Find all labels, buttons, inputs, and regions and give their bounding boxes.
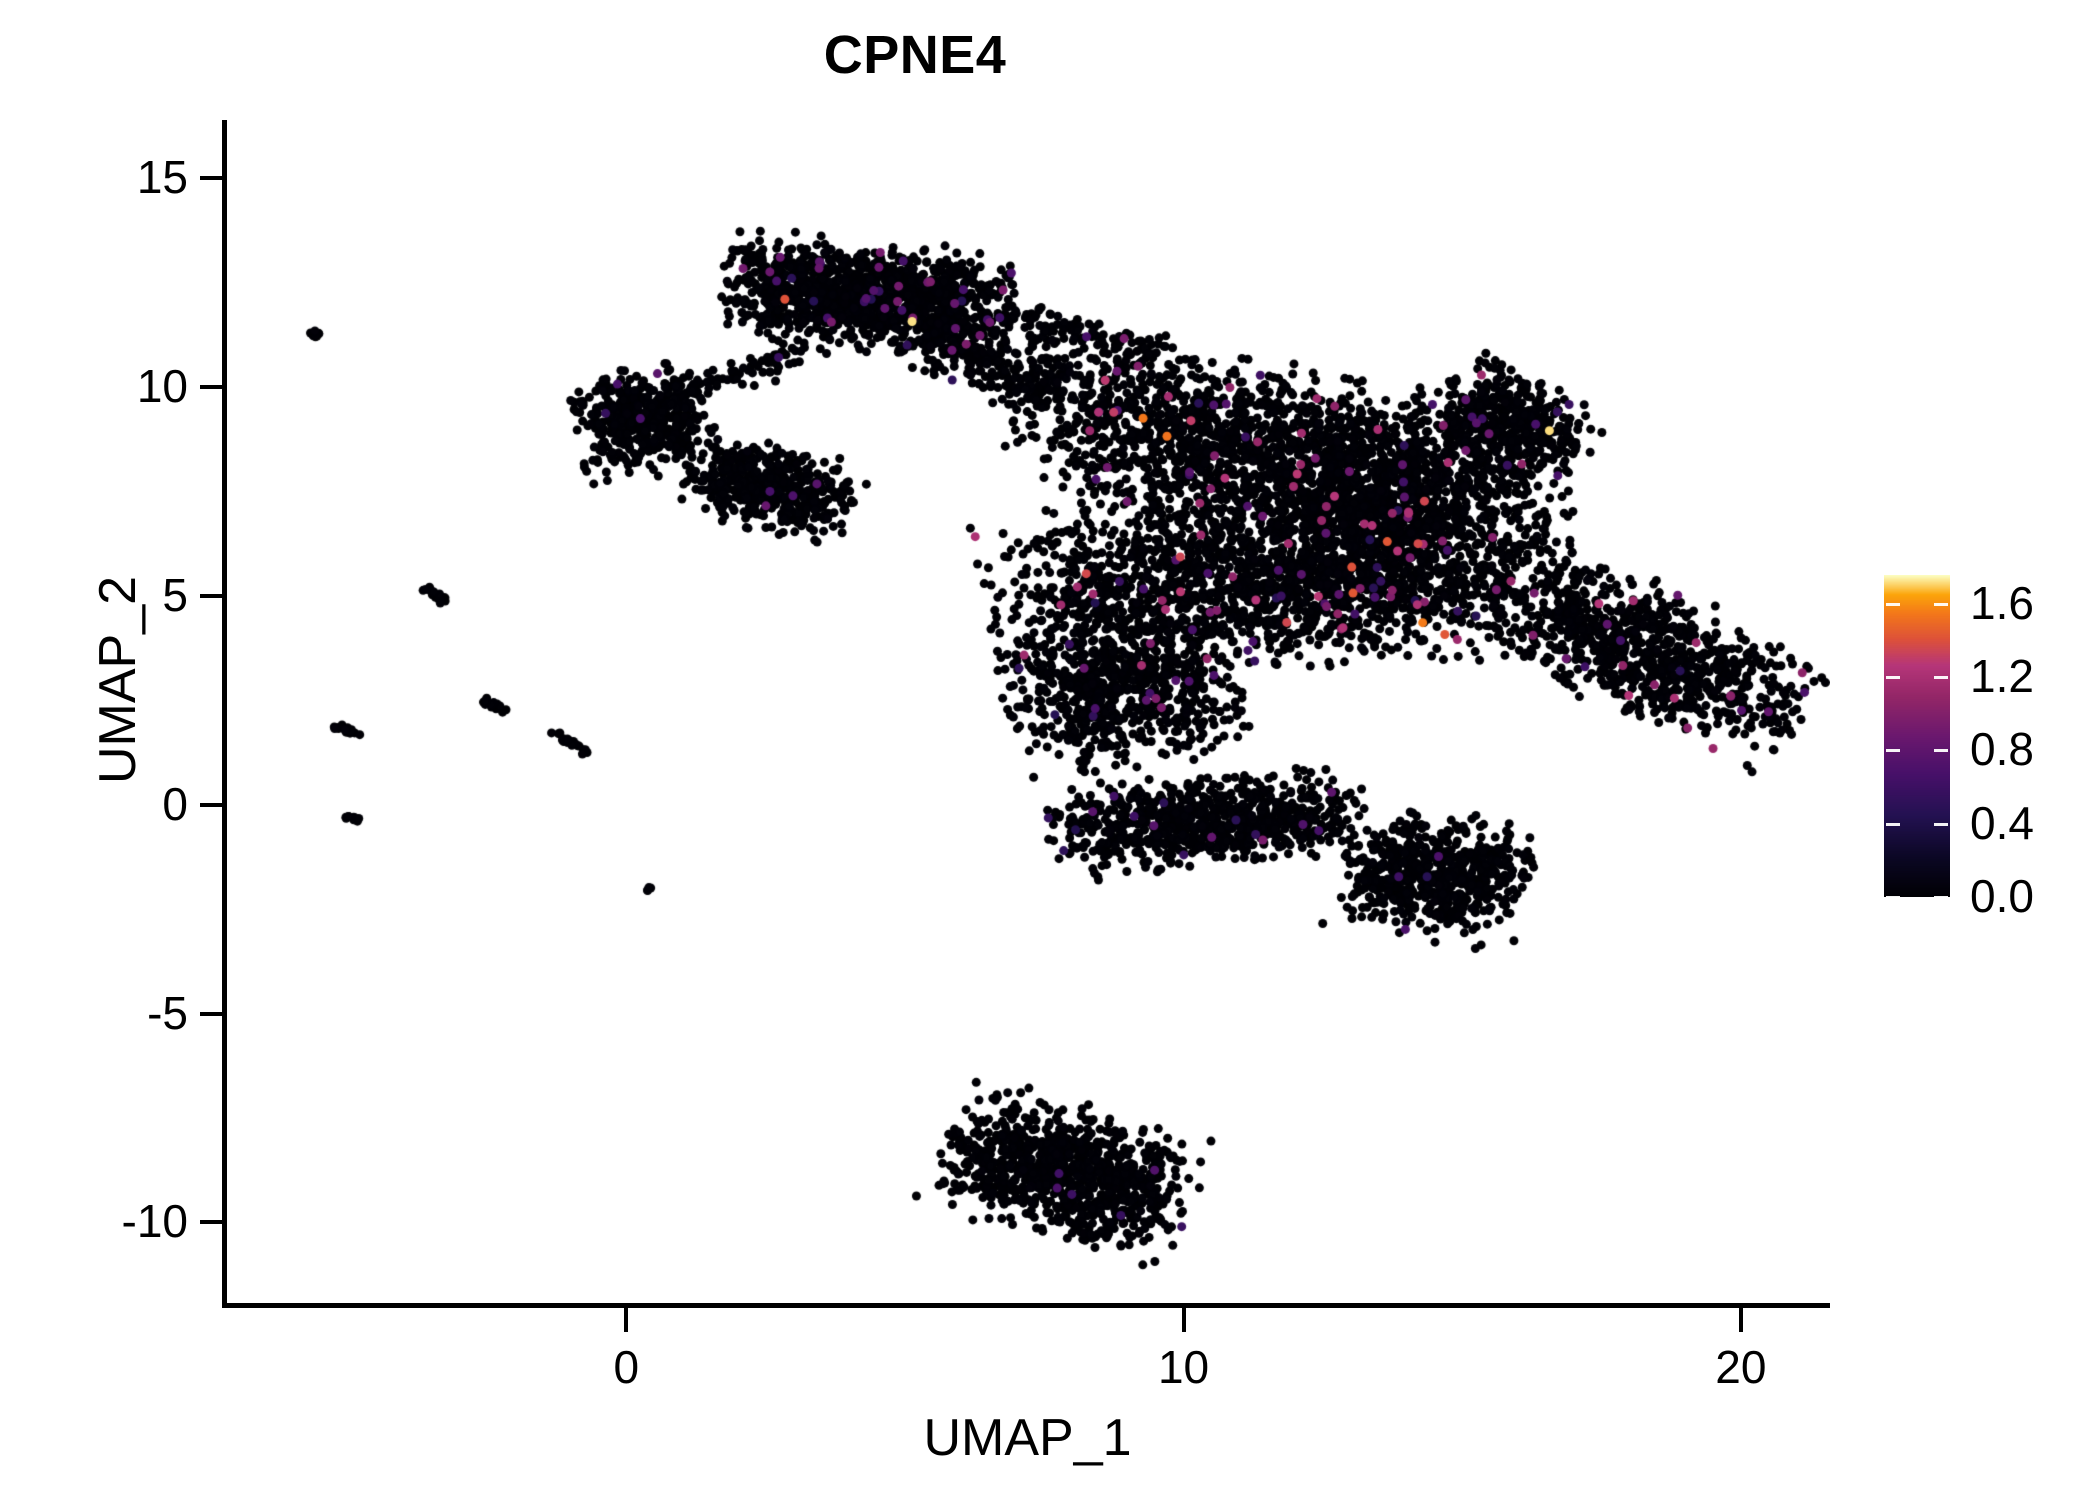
x-tick-label: 10 [1157, 1341, 1210, 1393]
y-tick-mark [200, 802, 222, 807]
colorbar-tick-label: 1.6 [1970, 576, 2034, 629]
colorbar-tick-mark [1934, 823, 1948, 826]
page-title: CPNE4 [823, 25, 1007, 85]
y-tick-label: 0 [162, 777, 188, 830]
y-tick-label: 15 [136, 151, 188, 204]
colorbar-tick-mark [1886, 676, 1900, 679]
colorbar-tick-mark [1886, 603, 1900, 606]
x-tick-mark [624, 1308, 629, 1332]
colorbar-tick-mark [1886, 823, 1900, 826]
colorbar-tick-label: 0.8 [1970, 723, 2034, 776]
colorbar-tick-label: 1.2 [1970, 649, 2034, 702]
umap-scatter-canvas [225, 120, 1830, 1306]
x-axis-line [222, 1303, 1830, 1308]
x-tick-label: 20 [1715, 1341, 1767, 1393]
x-tick-mark [1738, 1308, 1743, 1332]
y-axis-title: UMAP_2 [89, 575, 147, 785]
y-tick-label: -10 [121, 1195, 188, 1248]
y-tick-label: 5 [162, 569, 188, 622]
colorbar-tick-mark [1934, 603, 1948, 606]
y-tick-mark [200, 1011, 222, 1016]
colorbar-tick-mark [1934, 676, 1948, 679]
colorbar-tick-mark [1934, 749, 1948, 752]
y-tick-mark [200, 594, 222, 599]
colorbar-tick-label: 0.0 [1970, 870, 2034, 922]
colorbar-tick-mark [1886, 896, 1900, 899]
y-tick-label: 10 [136, 360, 188, 413]
x-tick-label: 0 [613, 1341, 640, 1393]
y-tick-mark [200, 1220, 222, 1225]
colorbar-gradient [1884, 575, 1950, 897]
colorbar-tick-mark [1934, 896, 1948, 899]
y-tick-mark [200, 176, 222, 181]
x-axis-title: UMAP_1 [923, 1409, 1132, 1467]
colorbar-tick-label: 0.4 [1970, 796, 2034, 849]
y-axis-line [222, 120, 227, 1308]
x-tick-mark [1181, 1308, 1186, 1332]
colorbar-legend: 0.0 0.4 0.8 1.2 1.6 [1884, 575, 2084, 919]
y-tick-label: -5 [147, 986, 188, 1039]
colorbar-tick-mark [1886, 749, 1900, 752]
y-tick-mark [200, 385, 222, 390]
